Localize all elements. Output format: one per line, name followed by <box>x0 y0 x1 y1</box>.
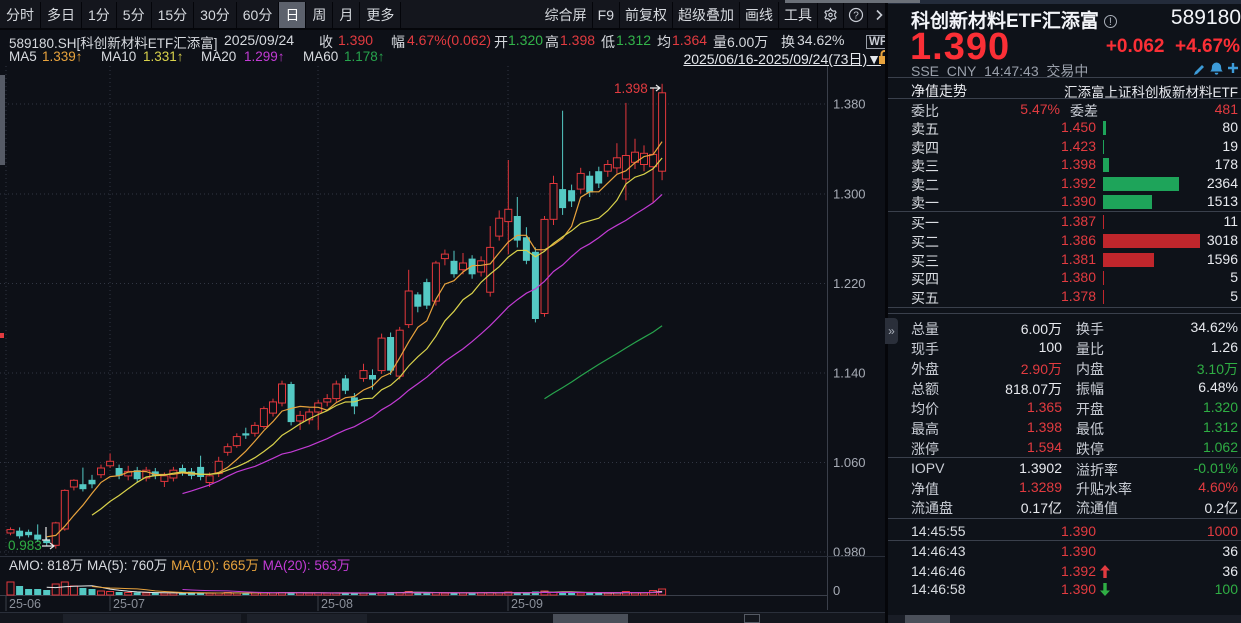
svg-text:25-06: 25-06 <box>9 597 41 611</box>
svg-text:25-08: 25-08 <box>321 597 353 611</box>
svg-text:1.300: 1.300 <box>833 187 866 202</box>
svg-text:1.398: 1.398 <box>614 81 648 96</box>
svg-text:0: 0 <box>833 583 840 598</box>
svg-text:25-07: 25-07 <box>113 597 145 611</box>
svg-text:25-09: 25-09 <box>511 597 543 611</box>
svg-text:0.980: 0.980 <box>833 545 866 560</box>
svg-text:1.060: 1.060 <box>833 455 866 470</box>
svg-text:1.140: 1.140 <box>833 366 866 381</box>
svg-text:1.380: 1.380 <box>833 97 866 112</box>
svg-text:0.983: 0.983 <box>8 538 42 553</box>
svg-text:?: ? <box>853 11 859 22</box>
svg-text:AMO: 818万 MA(5): 760万 MA(10): AMO: 818万 MA(5): 760万 MA(10): 665万 MA(20… <box>9 558 350 573</box>
svg-text:1.220: 1.220 <box>833 276 866 291</box>
